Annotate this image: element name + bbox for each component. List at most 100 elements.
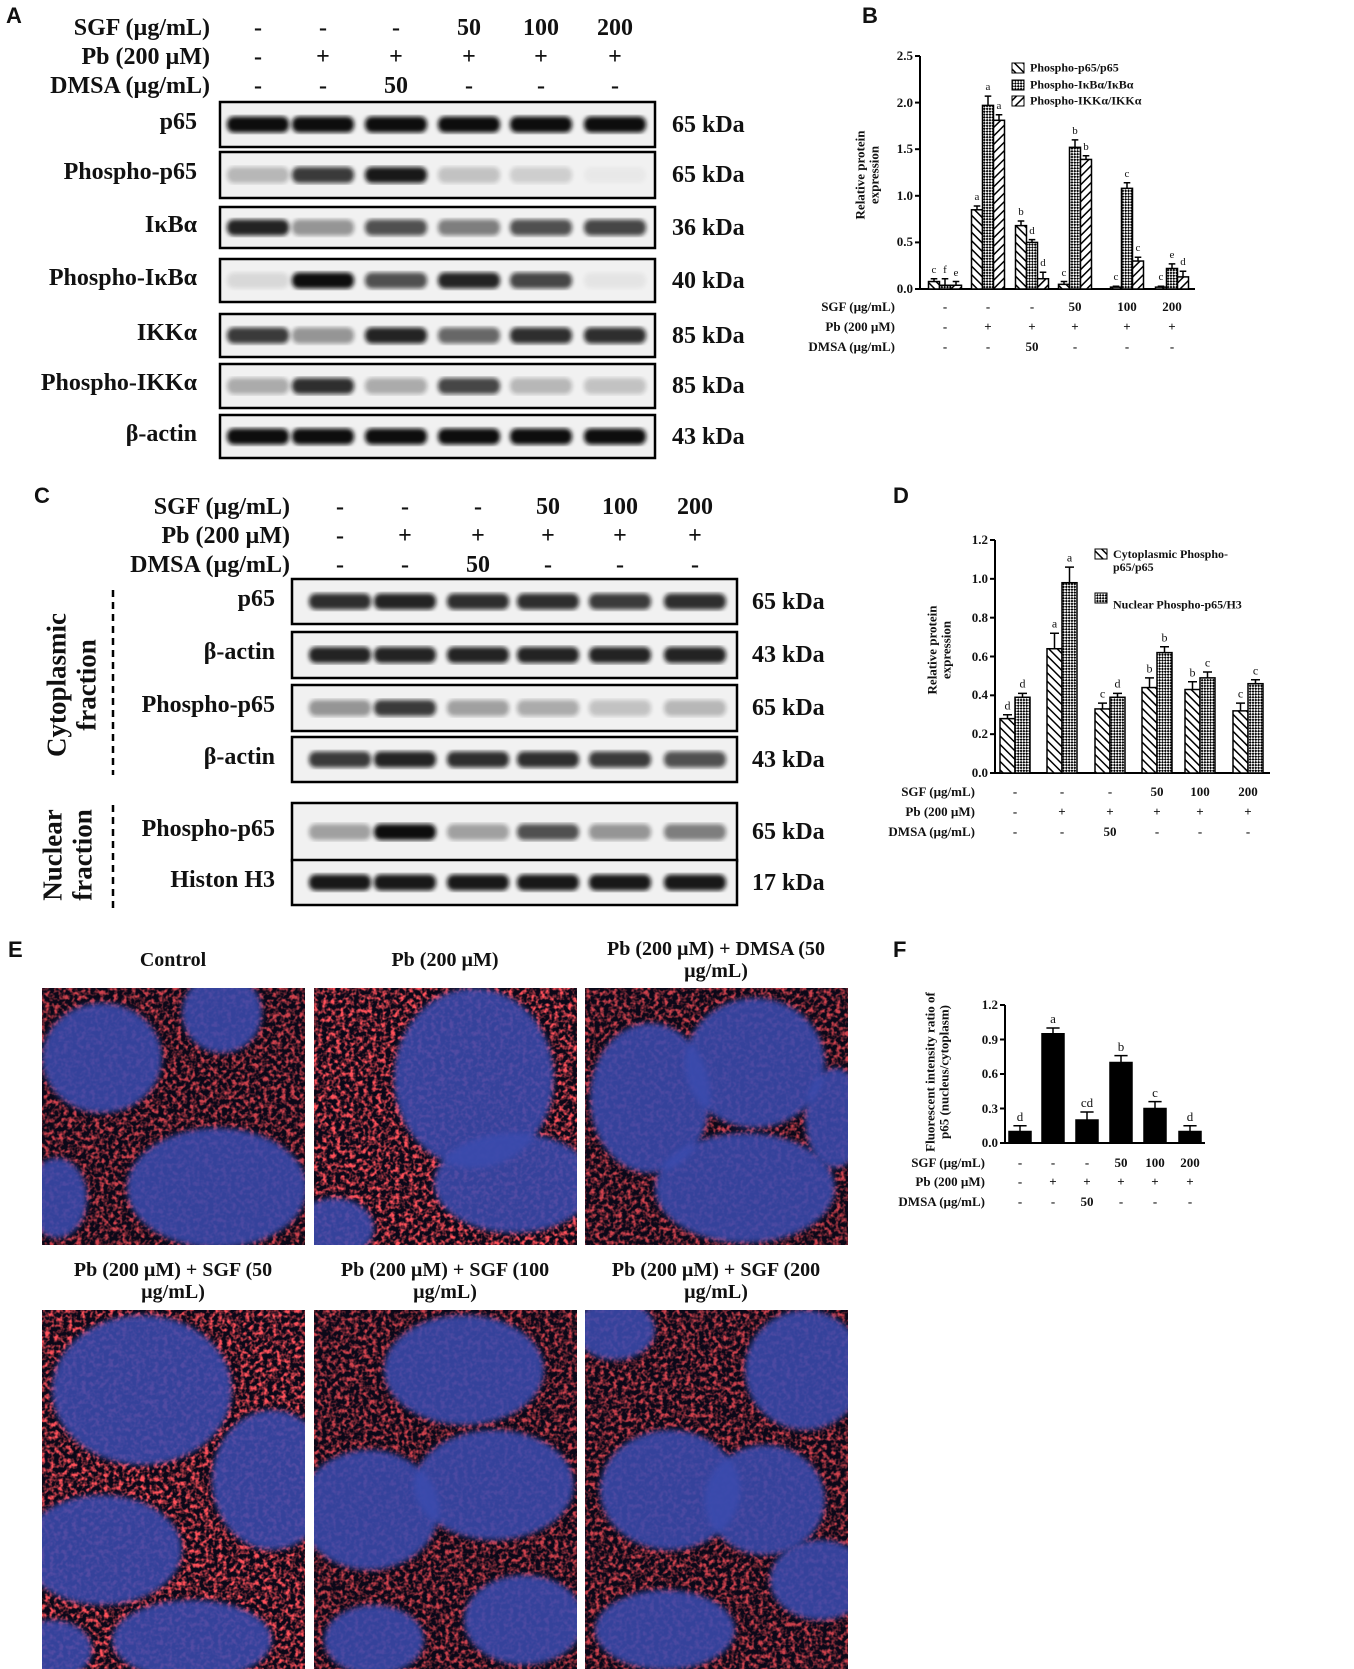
treatment-value: + — [1168, 318, 1176, 334]
treatment-value: 200 — [1238, 783, 1258, 799]
treatment-value: 100 — [1145, 1154, 1165, 1170]
y-tick-label: 0.0 — [896, 280, 913, 296]
legend-label: Phospho-IKKα/IKKα — [1030, 93, 1142, 108]
treatment-value: + — [1106, 803, 1114, 819]
y-tick-label: 1.2 — [971, 531, 988, 547]
significance-letter: a — [1051, 616, 1058, 631]
blot-band — [517, 824, 579, 840]
significance-letter: c — [1252, 663, 1259, 678]
treatment-value: 50 — [457, 14, 481, 41]
legend-swatch — [1011, 95, 1025, 107]
significance-letter: b — [1189, 665, 1196, 680]
error-bar — [1098, 702, 1107, 709]
significance-letter: d — [1180, 256, 1186, 269]
treatment-value: - — [1012, 823, 1018, 839]
blot-band — [517, 700, 579, 716]
bar — [1094, 708, 1111, 774]
error-bar — [1082, 154, 1090, 160]
blot-band — [510, 272, 572, 289]
significance-letter: b — [1072, 124, 1078, 137]
error-bar — [1160, 646, 1169, 653]
significance-letter: e — [953, 266, 959, 279]
treatment-value: 100 — [1190, 783, 1210, 799]
treatment-value: + — [1196, 803, 1204, 819]
blot-band — [589, 874, 651, 891]
panel-letter: A — [6, 2, 22, 28]
error-bar — [1123, 182, 1131, 189]
nucleus — [600, 1430, 740, 1550]
treatment-label: Pb (200 µM) — [81, 43, 210, 70]
significance-letter: c — [1204, 655, 1211, 670]
treatment-label: Pb (200 µM) — [905, 803, 975, 819]
y-tick-label: 0.6 — [971, 648, 988, 664]
blot-band — [517, 751, 579, 768]
error-bar — [1071, 139, 1079, 148]
treatment-value: + — [1071, 318, 1079, 334]
treatment-value: 200 — [597, 14, 633, 41]
protein-size: 17 kDa — [752, 869, 825, 896]
error-bar — [1157, 285, 1165, 288]
nucleus — [745, 1310, 848, 1430]
treatment-label: SGF (µg/mL) — [821, 298, 895, 314]
nucleus — [127, 1128, 305, 1245]
significance-letter: c — [1152, 1084, 1158, 1100]
blot-label: IKKα — [136, 319, 197, 346]
treatment-value: - — [319, 72, 327, 99]
treatment-value: - — [942, 298, 948, 314]
bar — [1046, 647, 1063, 774]
treatment-value: + — [1153, 803, 1161, 819]
nucleus — [595, 1590, 735, 1669]
bar — [1131, 260, 1145, 290]
significance-letter: d — [1186, 1108, 1194, 1124]
nucleus — [42, 1495, 182, 1605]
blot-band — [365, 327, 427, 344]
bar — [1061, 581, 1078, 774]
treatment-value: - — [254, 72, 262, 99]
blot-band — [309, 647, 371, 663]
error-bar — [1050, 632, 1059, 649]
nucleus — [324, 1605, 424, 1669]
bar — [1176, 276, 1190, 290]
image-title: Pb (200 µM) + SGF (200 µg/mL) — [611, 1259, 821, 1303]
blot-band — [374, 751, 436, 768]
bar — [1165, 267, 1179, 290]
blot-label: β-actin — [203, 743, 275, 770]
bar — [1184, 688, 1201, 774]
panel-letter: B — [862, 2, 878, 28]
treatment-value: + — [1151, 1173, 1159, 1189]
treatment-value: 50 — [1068, 298, 1082, 314]
protein-size: 85 kDa — [672, 372, 745, 399]
error-bar — [930, 277, 938, 282]
nucleus — [685, 998, 825, 1128]
treatment-label: DMSA (µg/mL) — [888, 823, 975, 839]
error-bar — [1013, 1125, 1027, 1132]
blot-band — [584, 116, 646, 133]
error-bar — [1065, 566, 1074, 583]
treatment-value: - — [616, 551, 624, 578]
protein-size: 65 kDa — [752, 818, 825, 845]
significance-letter: a — [974, 191, 980, 203]
blot-band — [447, 593, 509, 610]
bar — [1008, 1130, 1032, 1144]
treatment-value: - — [1050, 1193, 1056, 1209]
blot-band — [227, 219, 289, 236]
panel-letter: C — [34, 482, 50, 508]
treatment-label: SGF (µg/mL) — [153, 493, 290, 520]
protein-size: 65 kDa — [752, 694, 825, 721]
bar — [1199, 677, 1216, 774]
treatment-value: + — [1083, 1173, 1091, 1189]
treatment-value: + — [316, 43, 330, 70]
significance-letter: b — [1161, 630, 1168, 645]
treatment-value: - — [1245, 823, 1251, 839]
blot-band — [664, 647, 726, 663]
blot-band — [374, 647, 436, 663]
blot-band — [510, 116, 572, 133]
treatment-label: DMSA (µg/mL) — [130, 551, 290, 578]
treatment-value: 50 — [1080, 1193, 1094, 1209]
blot-label: β-actin — [203, 638, 275, 665]
nucleus — [112, 1600, 272, 1669]
significance-letter: b — [1117, 1038, 1125, 1054]
bar — [927, 280, 941, 290]
nucleus — [705, 1445, 825, 1555]
